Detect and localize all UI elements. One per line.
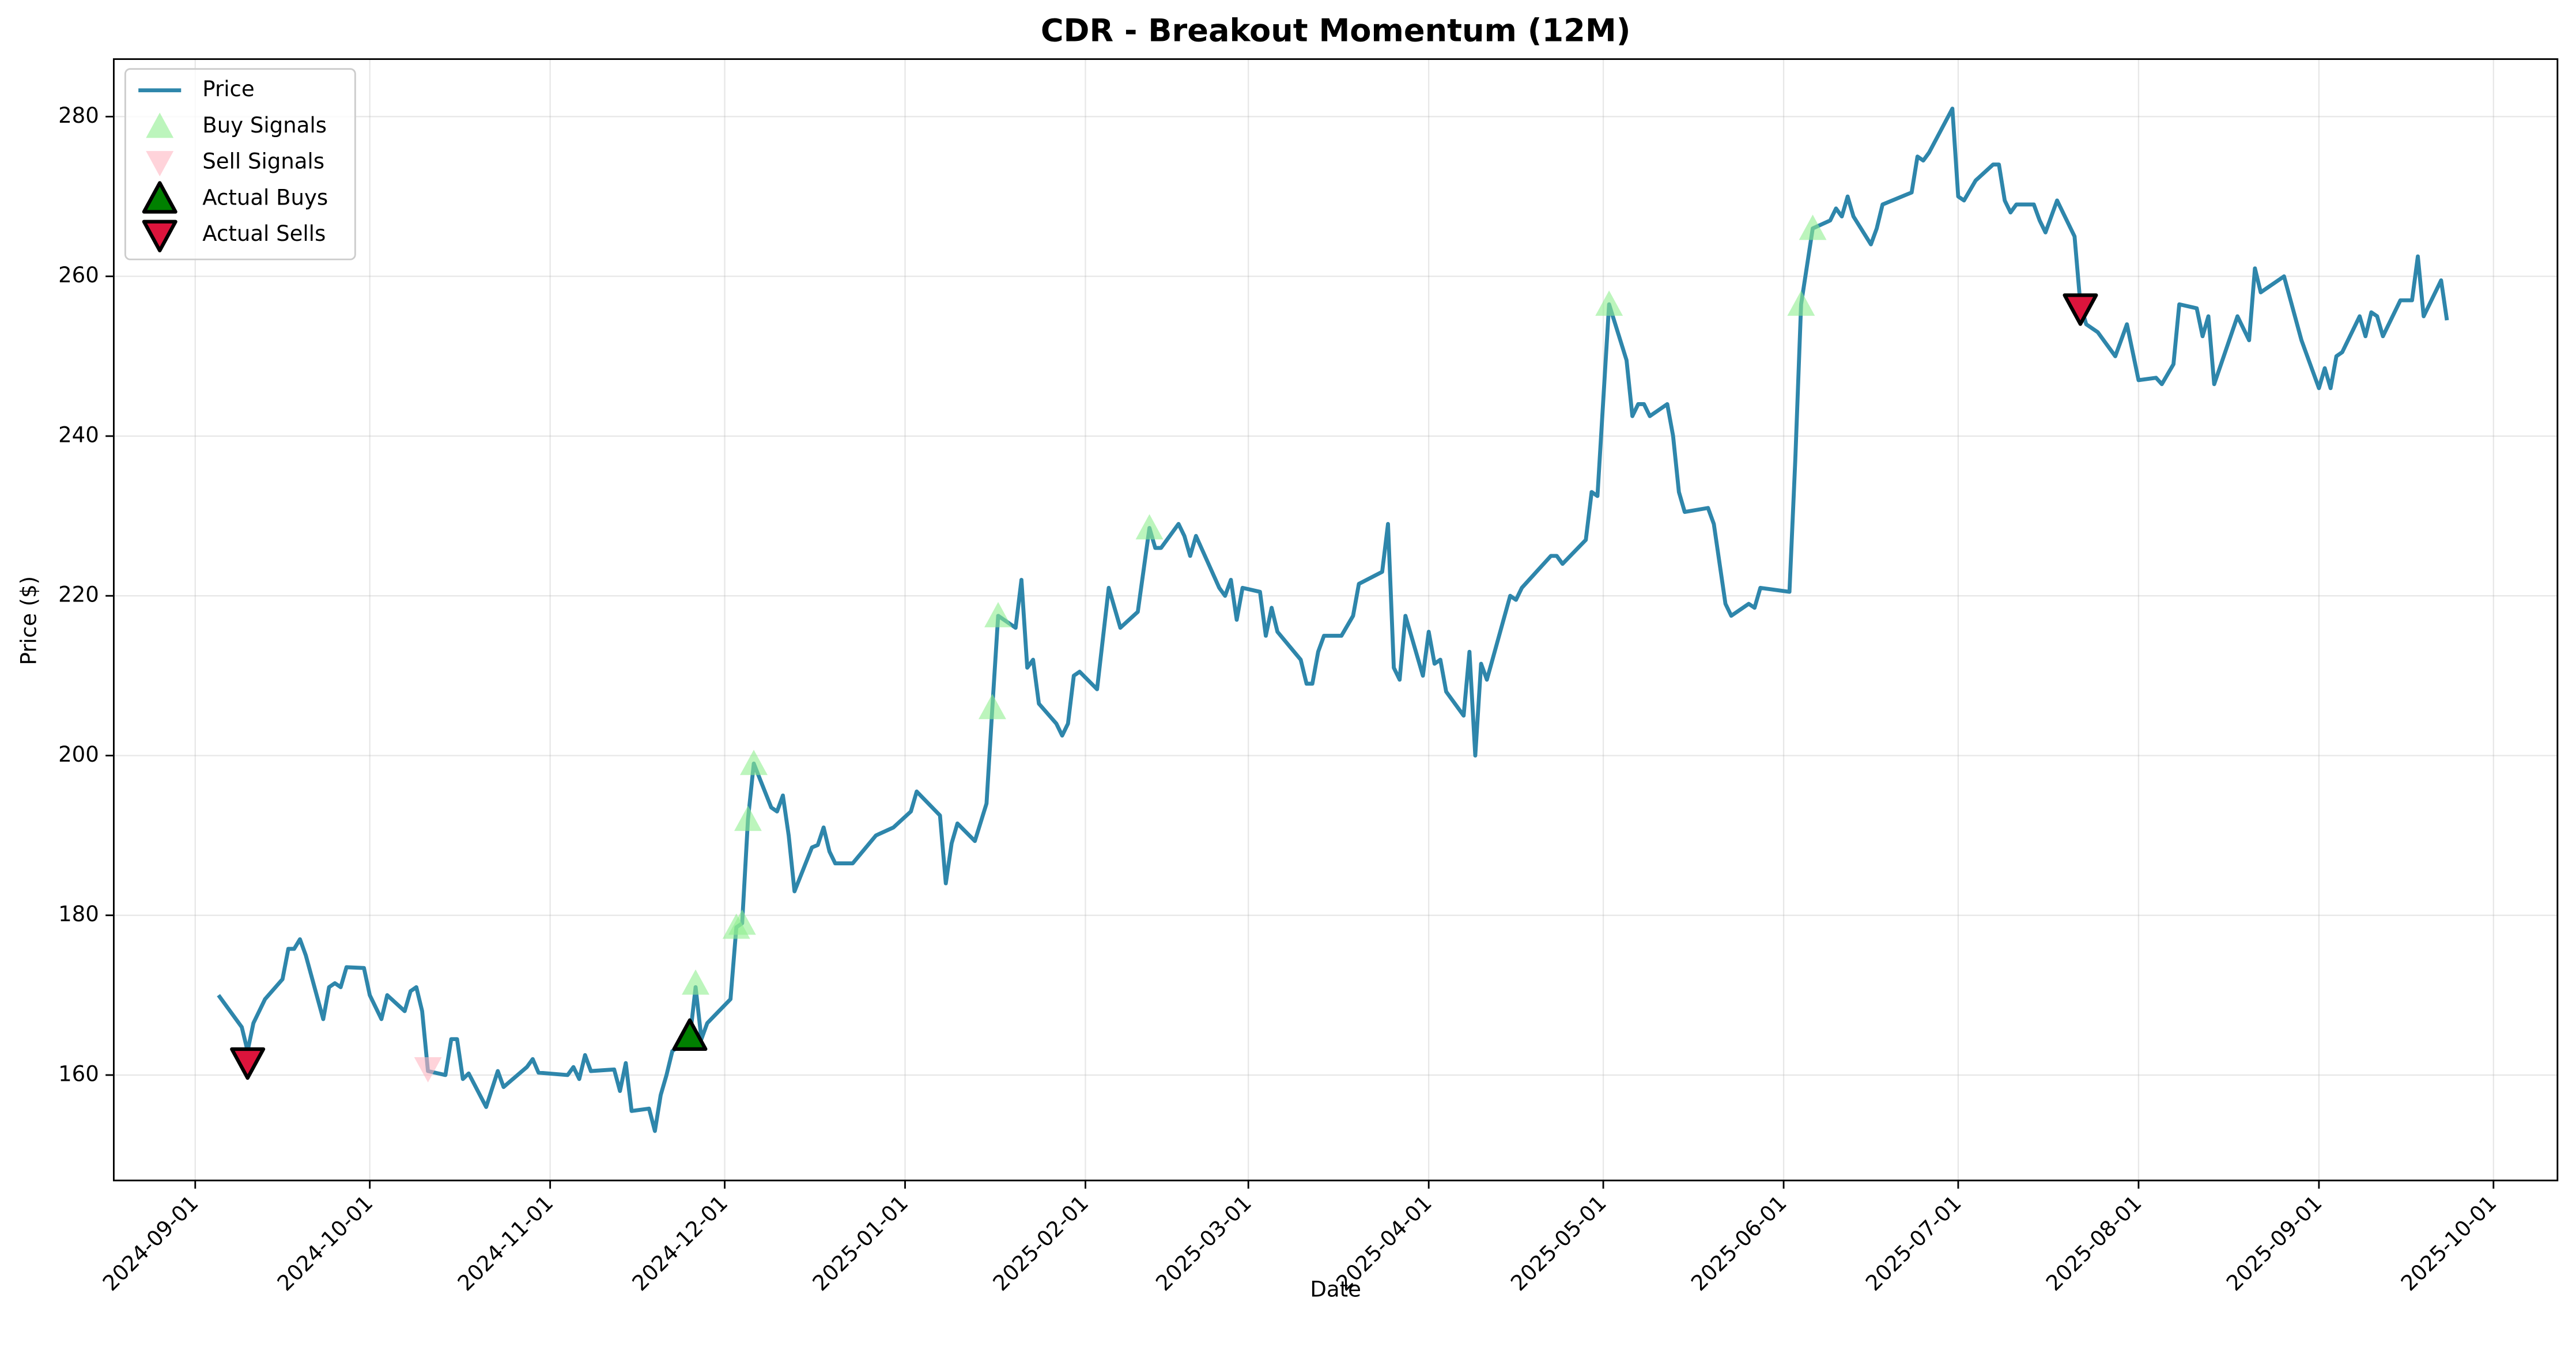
legend-label: Buy Signals [202, 113, 327, 138]
sell-marker [2063, 293, 2098, 326]
plot-frame [112, 58, 2559, 1182]
buy-marker [682, 969, 709, 995]
legend-label: Actual Buys [202, 185, 328, 210]
legend-handle [146, 151, 174, 177]
sell-marker [230, 1047, 266, 1080]
buy-marker [984, 601, 1012, 627]
buy-marker [1135, 514, 1164, 540]
x-axis-label: Date [1310, 1277, 1361, 1301]
y-tick-label: 180 [58, 902, 99, 926]
legend-label: Price [202, 77, 254, 101]
y-tick-label: 260 [58, 263, 99, 287]
sell-marker [414, 1057, 442, 1083]
y-axis-label: Price ($) [17, 576, 41, 665]
legend-handle [142, 220, 177, 253]
price-line [217, 107, 2449, 1133]
buy-marker [1799, 214, 1827, 240]
legend-label: Sell Signals [202, 149, 324, 174]
buy-marker [1787, 290, 1815, 316]
buy-marker [1595, 290, 1623, 316]
chart-title: CDR - Breakout Momentum (12M) [1041, 13, 1631, 49]
buy-marker [672, 1018, 708, 1051]
buy-marker [734, 805, 762, 831]
y-tick-label: 220 [58, 582, 99, 607]
buy-marker [740, 750, 768, 775]
y-tick-label: 160 [58, 1061, 99, 1086]
y-tick-label: 280 [58, 103, 99, 128]
legend-box [124, 68, 356, 260]
buy-marker [728, 909, 756, 935]
legend-label: Actual Sells [202, 221, 326, 246]
legend-handle [146, 112, 174, 138]
buy-marker [979, 694, 1006, 720]
y-tick-label: 200 [58, 742, 99, 767]
y-tick-label: 240 [58, 422, 99, 447]
legend-handle [142, 181, 177, 214]
